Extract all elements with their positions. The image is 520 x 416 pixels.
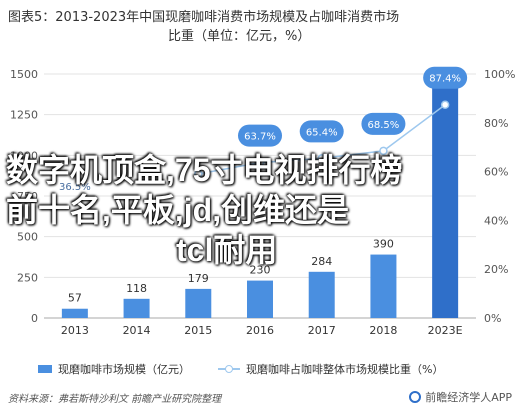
bar-value-label: 57	[68, 292, 82, 305]
line-value-label: 36.5%	[59, 182, 91, 193]
y-left-tick-label: 1500	[10, 68, 38, 81]
brand-mark: 前瞻经济学人APP	[409, 389, 512, 405]
y-right-tick-label: 20%	[484, 263, 508, 276]
line-point	[440, 100, 450, 109]
bar-value-label: 179	[188, 272, 209, 285]
y-right-tick-label: 60%	[484, 166, 508, 179]
x-tick-label: 2014	[123, 324, 151, 337]
line-label-bubble	[423, 66, 468, 89]
chart-title-line1: 图表5：2013-2023年中国现磨咖啡消费市场规模及占咖啡消费市场	[8, 10, 400, 25]
y-left-tick-label: 0	[31, 312, 38, 325]
bar-value-label: 118	[126, 282, 147, 295]
brand-logo-icon	[409, 391, 422, 403]
x-tick-label: 2013	[61, 324, 89, 337]
x-tick-label: 2016	[246, 324, 274, 337]
bar-value-label: 390	[373, 238, 394, 251]
line-label-bubble	[361, 112, 406, 135]
legend-line-label: 现磨咖啡占咖啡整体市场规模比重（%）	[246, 363, 444, 376]
y-right-tick-label: 40%	[484, 214, 508, 227]
chart-title: 图表5：2013-2023年中国现磨咖啡消费市场规模及占咖啡消费市场 比重（单位…	[8, 8, 512, 46]
y-right-tick-label: 100%	[484, 68, 515, 81]
line-value-label: 68.5%	[368, 120, 400, 131]
bar	[432, 74, 459, 318]
bar-value-label: 284	[311, 255, 332, 268]
line-value-label: 65.4%	[306, 127, 338, 138]
y-left-tick-label: 1000	[10, 149, 38, 162]
y-left-tick-label: 250	[17, 271, 38, 284]
line-point	[317, 154, 326, 163]
bar	[123, 298, 150, 318]
source-note: 资料来源：弗若斯特沙利文 前瞻产业研究院整理	[8, 394, 222, 405]
line-label-bubble	[299, 120, 344, 143]
x-tick-label: 2018	[369, 324, 397, 337]
legend-bar-swatch	[38, 365, 52, 373]
brand-name: 前瞻经济学人APP	[425, 391, 512, 404]
x-tick-label: 2015	[184, 324, 212, 337]
line-point	[255, 158, 265, 167]
overlay-line1: 数字机顶盒,75寸电视排行榜	[6, 152, 403, 188]
legend-bar-label: 现磨咖啡市场规模（亿元）	[58, 363, 190, 376]
overlay-line3: tcl耐用	[176, 232, 278, 268]
line-label-bubble	[238, 124, 282, 147]
overlay-text: 数字机顶盒,75寸电视排行榜 前十名,平板,jd,创维还是 tcl耐用	[6, 150, 516, 270]
y-left-tick-label: 1250	[10, 109, 38, 122]
bar	[370, 254, 397, 318]
chart-title-line2: 比重（单位：亿元，%）	[168, 29, 311, 44]
bar-value-label: 230	[250, 264, 271, 277]
bar	[247, 280, 273, 318]
x-tick-label: 2023E	[428, 324, 463, 337]
x-tick-label: 2017	[308, 324, 336, 337]
y-right-tick-label: 0%	[484, 312, 501, 325]
line-point	[194, 169, 203, 179]
bar	[61, 308, 88, 318]
y-left-tick-label: 750	[17, 190, 38, 203]
line-value-label: 87.4%	[429, 74, 461, 85]
y-left-tick-label: 500	[17, 231, 38, 244]
y-right-tick-label: 80%	[484, 117, 508, 130]
line-point	[379, 146, 388, 156]
chart-legend: 现磨咖啡市场规模（亿元） 现磨咖啡占咖啡整体市场规模比重（%）	[38, 361, 443, 377]
legend-line-swatch	[218, 365, 240, 373]
bar	[308, 271, 335, 318]
overlay-line2: 前十名,平板,jd,创维还是	[6, 192, 350, 228]
line-value-label: 63.7%	[244, 132, 276, 143]
bar	[185, 288, 212, 318]
